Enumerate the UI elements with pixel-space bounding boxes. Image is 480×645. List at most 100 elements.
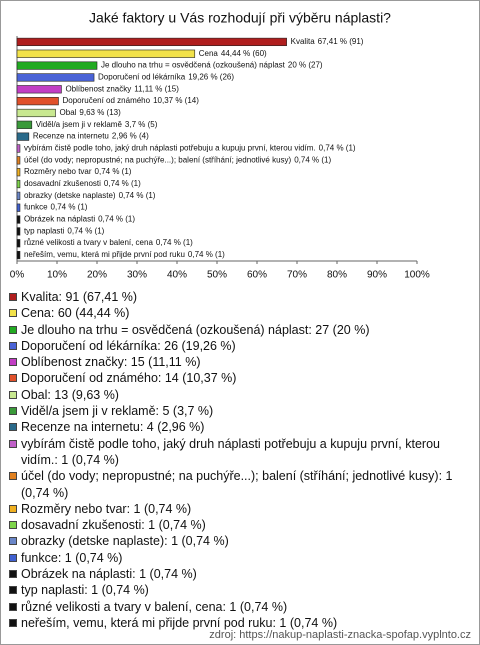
bar-category: Viděl/a jsem ji v reklamě — [36, 120, 123, 129]
x-tick-label: 100% — [404, 270, 430, 281]
bar-label: obrazky (detske naplaste) 0,74 % (1) — [24, 191, 156, 200]
bar-category: dosavadní zkušenosti — [24, 179, 101, 188]
bar-category: Obal — [60, 108, 77, 117]
legend-swatch — [9, 293, 17, 301]
legend-swatch — [9, 390, 17, 399]
bar-value-label: 2,96 % (4) — [112, 132, 149, 141]
legend-swatch — [9, 472, 17, 481]
bar-label: Je dlouho na trhu = osvědčená (ozkoušená… — [101, 61, 323, 70]
bar-value-label: 11,11 % (15) — [134, 84, 179, 93]
x-tick-label: 50% — [207, 270, 227, 281]
legend-label: Doporučení od lékárníka: 26 (19,26 %) — [21, 338, 236, 353]
bar-label: Cena 44,44 % (60) — [199, 49, 267, 58]
legend-swatch — [9, 602, 17, 611]
legend-label: neřeším, vemu, která mi přijde první pod… — [21, 615, 338, 630]
bar-category: Cena — [199, 49, 219, 58]
legend-item: Oblíbenost značky: 15 (11,11 %) — [9, 354, 471, 370]
legend-label: různé velikosti a tvary v balení, cena: … — [21, 599, 288, 614]
legend-item: Viděl/a jsem ji v reklamě: 5 (3,7 %) — [9, 403, 471, 419]
bar — [16, 227, 21, 236]
legend-label: účel (do vody; nepropustné; na puchýře..… — [21, 469, 453, 500]
bar — [16, 49, 196, 58]
bar-category: funkce — [24, 203, 48, 212]
legend-item: typ naplasti: 1 (0,74 %) — [9, 582, 471, 598]
legend-item: účel (do vody; nepropustné; na puchýře..… — [9, 468, 471, 501]
legend-label: typ naplasti: 1 (0,74 %) — [21, 583, 149, 598]
legend-swatch — [9, 521, 17, 530]
legend-label: Obal: 13 (9,63 %) — [21, 387, 119, 402]
legend-swatch — [9, 586, 17, 595]
bar-label: vybírám čistě podle toho, jaký druh nápl… — [24, 144, 356, 153]
bar-value-label: 0,74 % (1) — [319, 144, 356, 153]
legend-label: Recenze na internetu: 4 (2,96 %) — [21, 420, 205, 435]
bar-label: Oblíbenost značky 11,11 % (15) — [65, 84, 179, 93]
bar-value-label: 67,41 % (91) — [318, 37, 364, 46]
bar-value-label: 0,74 % (1) — [51, 203, 88, 212]
bar — [16, 203, 21, 212]
legend-item: obrazky (detske naplaste): 1 (0,74 %) — [9, 533, 471, 549]
bar-value-label: 0,74 % (1) — [98, 215, 135, 224]
legend-swatch — [9, 537, 17, 546]
bar-label: dosavadní zkušenosti 0,74 % (1) — [24, 179, 141, 188]
legend-swatch — [9, 325, 17, 334]
legend-swatch — [9, 309, 17, 318]
bar — [16, 97, 59, 106]
bar-value-label: 19,26 % (26) — [188, 73, 234, 82]
bar-category: obrazky (detske naplaste) — [24, 191, 116, 200]
bar-value-label: 44,44 % (60) — [221, 49, 267, 58]
legend-swatch — [9, 570, 17, 579]
legend-label: Kvalita: 91 (67,41 %) — [21, 290, 138, 304]
legend-item: Cena: 60 (44,44 %) — [9, 305, 471, 321]
x-tick-label: 80% — [327, 270, 347, 281]
legend-label: dosavadní zkušenosti: 1 (0,74 %) — [21, 518, 206, 533]
bar-category: různé velikosti a tvary v balení, cena — [24, 238, 154, 247]
bar-value-label: 10,37 % (14) — [153, 96, 199, 105]
legend-label: Rozměry nebo tvar: 1 (0,74 %) — [21, 501, 192, 516]
x-tick-label: 20% — [87, 270, 107, 281]
legend-swatch — [9, 618, 17, 627]
bar-label: Obrázek na náplasti 0,74 % (1) — [24, 215, 135, 224]
bar-label: Rozměry nebo tvar 0,74 % (1) — [24, 167, 132, 176]
bar — [16, 37, 287, 47]
legend-swatch — [9, 374, 17, 383]
legend-item: Doporučení od známého: 14 (10,37 %) — [9, 370, 471, 386]
bar-category: typ naplasti — [24, 227, 65, 236]
legend-label: obrazky (detske naplaste): 1 (0,74 %) — [21, 534, 229, 549]
bar — [16, 132, 30, 141]
bar — [16, 120, 33, 129]
bar-value-label: 0,74 % (1) — [104, 179, 141, 188]
bar-label: Kvalita 67,41 % (91) — [291, 37, 364, 46]
bar — [16, 73, 95, 82]
bar-label: různé velikosti a tvary v balení, cena 0,… — [24, 238, 193, 247]
bar — [16, 239, 21, 248]
bar — [16, 108, 56, 118]
x-tick-label: 90% — [367, 270, 387, 281]
bar-label: funkce 0,74 % (1) — [24, 203, 88, 212]
bar-label: Viděl/a jsem ji v reklamě 3,7 % (5) — [36, 120, 158, 129]
bar — [16, 191, 21, 200]
legend-item: vybírám čistě podle toho, jaký druh nápl… — [9, 436, 471, 469]
legend-item: Doporučení od lékárníka: 26 (19,26 %) — [9, 338, 471, 354]
legend-swatch — [9, 439, 17, 448]
legend-label: Cena: 60 (44,44 %) — [21, 306, 130, 321]
x-tick-label: 40% — [167, 270, 187, 281]
x-tick-label: 70% — [287, 270, 307, 281]
bar-label: účel (do vody; nepropustné; na puchýře..… — [24, 155, 332, 164]
bar — [16, 61, 98, 70]
chart: Jaké faktory u Vás rozhodují při výběru … — [10, 10, 430, 281]
source: zdroj: https://nakup-naplasti-znacka-spo… — [209, 629, 471, 641]
bar-category: Recenze na internetu — [33, 132, 109, 141]
legend-item: funkce: 1 (0,74 %) — [9, 550, 471, 566]
bar — [16, 85, 62, 94]
x-tick-label: 60% — [247, 270, 267, 281]
x-tick-label: 0% — [10, 270, 25, 281]
legend-label: Obrázek na náplasti: 1 (0,74 %) — [21, 567, 197, 582]
bar-label: neřeším, vemu, která mi přijde první pod… — [24, 250, 225, 259]
legend-swatch — [9, 407, 17, 416]
legend-label: vybírám čistě podle toho, jaký druh nápl… — [21, 436, 440, 467]
bar-value-label: 0,74 % (1) — [119, 191, 156, 200]
legend-item: neřeším, vemu, která mi přijde první pod… — [9, 615, 471, 631]
bar — [16, 215, 21, 224]
legend-swatch — [9, 358, 17, 367]
